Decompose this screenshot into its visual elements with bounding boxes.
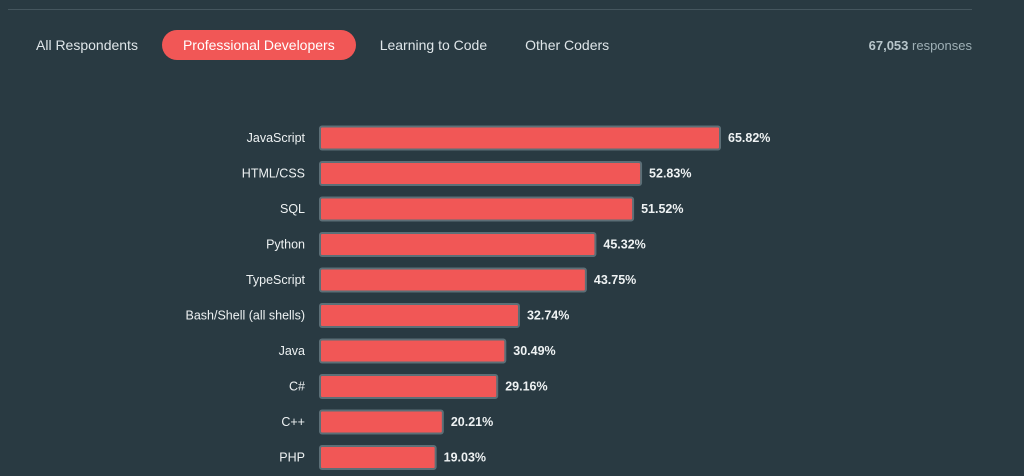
bar (319, 374, 499, 399)
top-divider (8, 9, 972, 10)
category-label: Python (266, 238, 305, 252)
value-label: 45.32% (603, 238, 645, 252)
category-label: PHP (279, 451, 305, 465)
value-label: 19.03% (444, 451, 486, 465)
bar (319, 445, 437, 470)
value-label: 20.21% (451, 415, 493, 429)
category-label: SQL (280, 202, 305, 216)
responses-count: 67,053 responses (869, 38, 972, 53)
tab-learning-to-code[interactable]: Learning to Code (379, 37, 488, 53)
bar (319, 303, 520, 328)
value-label: 30.49% (513, 344, 555, 358)
tab-professional-developers[interactable]: Professional Developers (161, 30, 356, 60)
bar (319, 125, 721, 151)
value-label: 51.52% (641, 202, 683, 216)
bar (319, 161, 643, 186)
value-label: 32.74% (527, 309, 569, 323)
category-label: C++ (281, 415, 305, 429)
responses-label: responses (912, 38, 972, 53)
bar (319, 232, 597, 257)
category-label: JavaScript (247, 131, 306, 145)
category-label: TypeScript (246, 273, 306, 287)
bar (319, 267, 587, 293)
bar (319, 409, 444, 435)
value-label: 29.16% (505, 380, 547, 394)
value-label: 52.83% (649, 167, 691, 181)
tab-all-respondents[interactable]: All Respondents (36, 37, 138, 53)
category-label: HTML/CSS (242, 167, 305, 181)
bar (319, 338, 507, 364)
respondent-tabs: All Respondents Professional Developers … (20, 30, 631, 60)
responses-number: 67,053 (868, 38, 909, 53)
category-label: Java (279, 344, 305, 358)
bar (319, 196, 635, 222)
category-label: Bash/Shell (all shells) (186, 309, 306, 323)
value-label: 65.82% (728, 131, 770, 145)
tab-other-coders[interactable]: Other Coders (525, 37, 610, 53)
value-label: 43.75% (594, 273, 636, 287)
category-label: C# (289, 380, 305, 394)
